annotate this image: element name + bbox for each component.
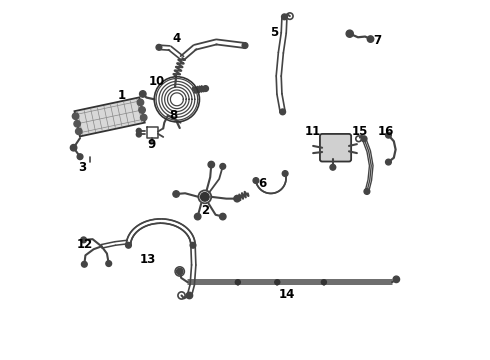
- Text: 1: 1: [117, 89, 125, 102]
- Text: 15: 15: [351, 125, 368, 138]
- Text: 16: 16: [378, 125, 394, 138]
- Circle shape: [173, 191, 179, 197]
- Circle shape: [140, 91, 146, 97]
- Text: 6: 6: [258, 177, 267, 190]
- Circle shape: [137, 99, 144, 105]
- Circle shape: [75, 128, 82, 135]
- Circle shape: [81, 261, 87, 267]
- Circle shape: [253, 178, 259, 184]
- Circle shape: [393, 276, 399, 283]
- Text: 14: 14: [279, 288, 295, 301]
- Circle shape: [346, 30, 353, 37]
- Circle shape: [141, 114, 147, 121]
- Circle shape: [139, 107, 146, 113]
- FancyBboxPatch shape: [320, 134, 351, 162]
- Circle shape: [235, 280, 240, 285]
- Circle shape: [220, 213, 226, 220]
- Circle shape: [242, 42, 248, 48]
- Circle shape: [136, 129, 141, 134]
- Text: 10: 10: [149, 75, 165, 88]
- Text: 5: 5: [270, 27, 278, 40]
- Text: 8: 8: [169, 109, 177, 122]
- Circle shape: [77, 154, 83, 159]
- Circle shape: [208, 161, 215, 168]
- Text: 9: 9: [147, 138, 156, 150]
- Circle shape: [386, 132, 392, 138]
- Circle shape: [200, 193, 209, 201]
- Circle shape: [275, 280, 280, 285]
- Circle shape: [81, 237, 87, 243]
- Circle shape: [203, 86, 208, 91]
- Circle shape: [220, 163, 225, 169]
- Circle shape: [234, 195, 240, 202]
- Text: 2: 2: [201, 204, 209, 217]
- Text: 7: 7: [373, 33, 382, 47]
- Text: 3: 3: [78, 161, 86, 174]
- Text: 4: 4: [173, 32, 181, 45]
- Circle shape: [73, 113, 79, 120]
- Circle shape: [364, 189, 370, 194]
- Circle shape: [136, 132, 141, 137]
- Text: 13: 13: [139, 253, 156, 266]
- Circle shape: [74, 121, 80, 127]
- Text: 12: 12: [76, 238, 93, 251]
- Bar: [74, 97, 145, 136]
- Circle shape: [106, 261, 112, 266]
- Circle shape: [368, 36, 374, 42]
- Circle shape: [386, 159, 392, 165]
- Circle shape: [330, 165, 336, 170]
- Circle shape: [282, 14, 287, 20]
- Circle shape: [282, 171, 288, 176]
- Circle shape: [176, 268, 183, 275]
- Circle shape: [190, 242, 196, 248]
- Circle shape: [361, 136, 367, 141]
- Circle shape: [125, 242, 131, 248]
- Circle shape: [186, 292, 193, 299]
- Circle shape: [280, 109, 286, 115]
- Text: 11: 11: [305, 125, 321, 138]
- Circle shape: [195, 213, 201, 220]
- Circle shape: [71, 144, 77, 151]
- Circle shape: [156, 44, 162, 50]
- Circle shape: [321, 280, 326, 285]
